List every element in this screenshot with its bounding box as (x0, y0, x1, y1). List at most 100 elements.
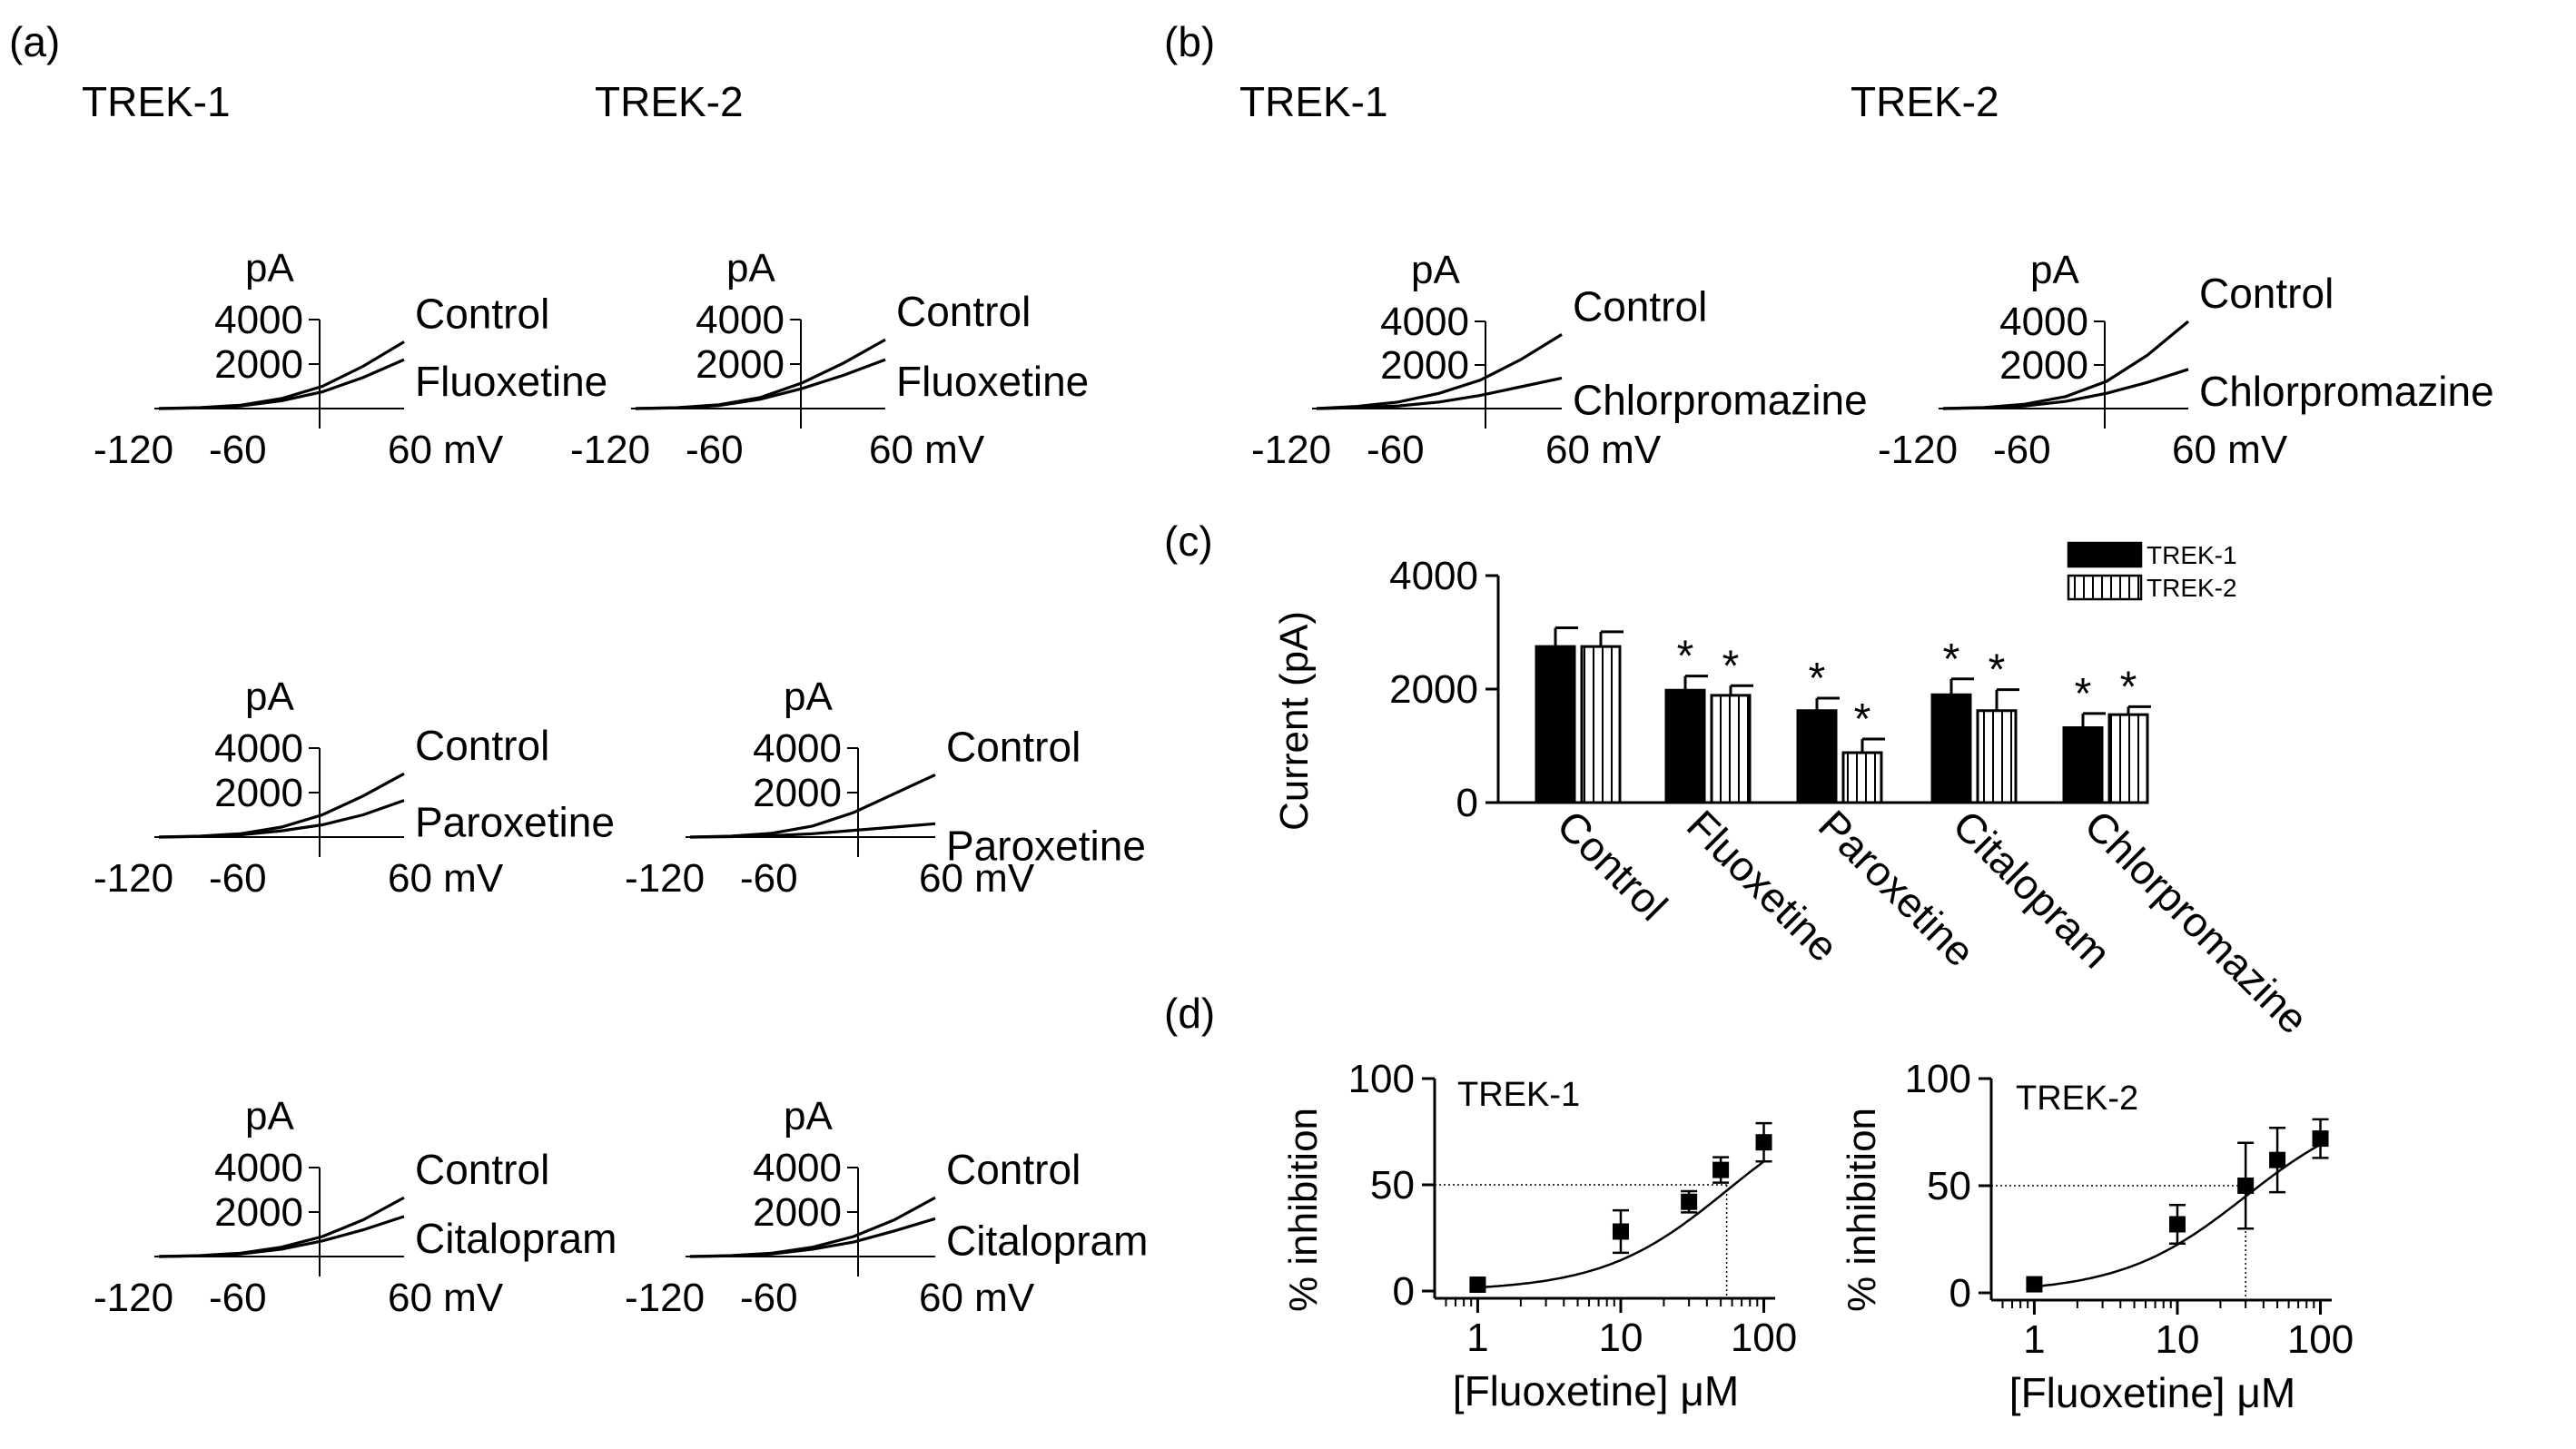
significance-star: * (2075, 670, 2092, 718)
data-point (2312, 1130, 2329, 1148)
legend-swatch-trek-2 (2067, 574, 2143, 601)
trace-label: Control (946, 723, 1081, 770)
chart-title: TREK-2 (1851, 78, 1999, 125)
x-tick-label: 10 (2155, 1317, 2199, 1362)
significance-star: * (2120, 663, 2137, 711)
chart-title: TREK-1 (1457, 1076, 1580, 1114)
y-tick-label: 2000 (753, 1190, 842, 1235)
iv-trace-citalopram (689, 1217, 936, 1258)
x-tick-label: -60 (1993, 428, 2051, 472)
trace-label: Fluoxetine (415, 358, 607, 405)
significance-star: * (1854, 695, 1871, 744)
x-tick-label: 60 mV (919, 1276, 1035, 1320)
chart-title: TREK-1 (1239, 78, 1388, 125)
x-tick-label: 60 mV (1545, 428, 1662, 472)
iv-trace-paroxetine (158, 799, 405, 839)
x-tick-label: 60 mV (919, 856, 1035, 901)
trace-label: Fluoxetine (896, 358, 1089, 405)
trace-label: Control (415, 1146, 549, 1193)
y-tick-label: 4000 (753, 1146, 842, 1190)
trace-label: Paroxetine (415, 799, 615, 846)
x-tick-label: 60 mV (388, 428, 504, 472)
y-axis-unit: pA (1411, 248, 1460, 292)
legend-label: TREK-2 (2147, 574, 2237, 602)
trace-label: Control (896, 288, 1031, 335)
y-axis-unit: pA (245, 1094, 294, 1138)
x-tick-label: -60 (209, 856, 267, 901)
y-tick-label: 2000 (214, 342, 303, 387)
y-tick-label: 2000 (214, 771, 303, 815)
iv-trace-paroxetine (689, 822, 936, 839)
significance-star: * (1722, 642, 1740, 690)
x-tick-label: 1 (1466, 1316, 1488, 1360)
significance-star: * (1809, 655, 1826, 703)
data-point (2168, 1216, 2186, 1233)
y-tick-label: 100 (1905, 1057, 1971, 1101)
data-point (2026, 1276, 2043, 1293)
x-tick-label: 60 mV (388, 856, 504, 901)
category-label: Chlorpromazine (2076, 801, 2317, 1042)
iv-trace-fluoxetine (635, 358, 886, 410)
bar-trek-1-control (1535, 645, 1576, 804)
chart-title: TREK-2 (2016, 1079, 2138, 1118)
dose-chart-d1: 100 50 0 1 10 100 % inhibition [Fluoxetine] μM T… (1281, 1057, 1797, 1414)
x-tick-label: 60 mV (869, 428, 985, 472)
y-tick-label: 50 (1370, 1163, 1415, 1208)
legend-swatch-trek-1 (2067, 541, 2143, 568)
iv-trace-chlorpromazine (1942, 368, 2189, 410)
data-point (2269, 1151, 2286, 1168)
iv-trace-chlorpromazine (1316, 376, 1563, 410)
bar-trek-2-fluoxetine (1710, 694, 1752, 804)
y-axis-unit: pA (784, 1094, 833, 1138)
trace-label: Citalopram (946, 1217, 1148, 1264)
x-tick-label: -60 (740, 1276, 798, 1320)
y-axis-label: Current (pA) (1272, 611, 1317, 831)
y-tick-label: 4000 (753, 726, 842, 771)
bar-trek-2-citalopram (1976, 709, 2018, 804)
y-axis-unit: pA (784, 675, 833, 719)
dose-chart-d2: 100 50 0 1 10 100 % inhibition [Fluoxetine] μM T… (1840, 1057, 2354, 1416)
trace-label: Control (415, 722, 549, 769)
data-point (1681, 1193, 1698, 1210)
x-tick-label: 100 (1731, 1316, 1797, 1360)
y-tick-label: 4000 (1389, 554, 1478, 598)
x-tick-label: 10 (1598, 1316, 1643, 1360)
y-tick-label: 2000 (1389, 667, 1478, 712)
y-axis-unit: pA (245, 246, 294, 291)
x-axis-label: [Fluoxetine] μM (2009, 1369, 2295, 1416)
y-tick-label: 0 (1456, 781, 1478, 825)
y-tick-label: 4000 (1380, 300, 1469, 344)
x-tick-label: -60 (686, 428, 744, 472)
x-tick-label: 1 (2023, 1317, 2045, 1362)
trace-label: Control (415, 291, 549, 338)
bar-trek-1-paroxetine (1796, 709, 1838, 804)
y-axis-unit: pA (245, 675, 294, 719)
y-axis-unit: pA (726, 246, 775, 291)
data-point (2237, 1178, 2255, 1194)
bar-trek-2-chlorpromazine (2107, 713, 2149, 804)
panel-label-c: (c) (1164, 518, 1213, 565)
y-tick-label: 4000 (1999, 300, 2088, 344)
fit-curve (1477, 1160, 1765, 1289)
legend-label: TREK-1 (2147, 541, 2237, 569)
y-axis-unit: pA (2030, 248, 2079, 292)
trace-label: Control (1573, 282, 1707, 330)
data-point (1712, 1161, 1730, 1178)
y-tick-label: 2000 (753, 771, 842, 815)
trace-label: Paroxetine (946, 822, 1146, 869)
bar-trek-2-control (1580, 645, 1622, 804)
iv-trace-fluoxetine (158, 358, 405, 410)
panel-label-a: (a) (9, 18, 60, 65)
significance-star: * (1943, 636, 1960, 684)
x-tick-label: -60 (209, 428, 267, 472)
bar-trek-1-fluoxetine (1664, 688, 1706, 804)
